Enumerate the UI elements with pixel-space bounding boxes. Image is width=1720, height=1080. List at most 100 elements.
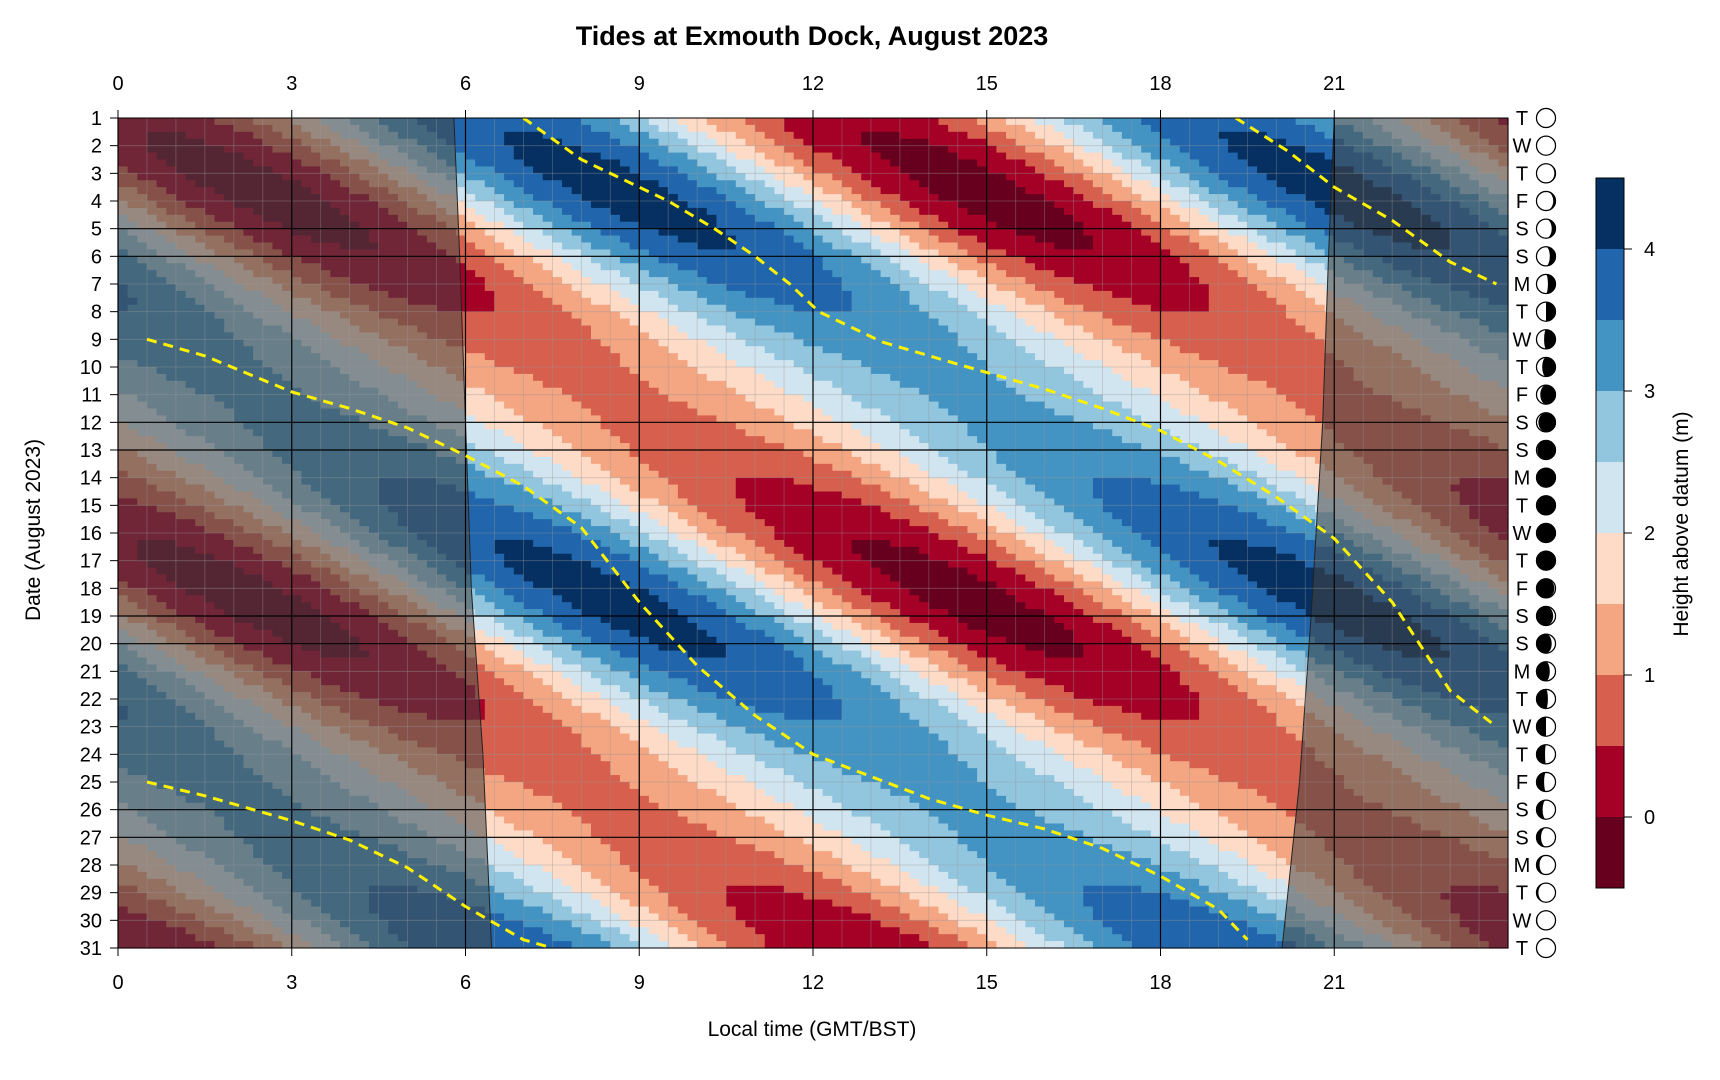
heatmap-cell <box>1160 318 1171 327</box>
heatmap-cell <box>494 194 505 202</box>
heatmap-cell <box>639 284 650 292</box>
heatmap-cell <box>475 249 486 257</box>
heatmap-cell <box>475 318 486 327</box>
heatmap-cell <box>1102 221 1113 230</box>
heatmap-cell <box>890 166 901 174</box>
heatmap-cell <box>523 131 534 140</box>
heatmap-cell <box>1170 221 1181 230</box>
heatmap-cell <box>1218 284 1229 292</box>
heatmap-cell <box>784 304 795 313</box>
heatmap-cell <box>967 318 978 327</box>
heatmap-cell <box>803 339 814 347</box>
heatmap-cell <box>716 304 727 313</box>
heatmap-cell <box>938 194 949 202</box>
heatmap-cell <box>986 249 997 257</box>
heatmap-cell <box>793 249 804 257</box>
heatmap-cell <box>1189 242 1200 251</box>
heatmap-cell <box>909 214 920 223</box>
heatmap-cell <box>1285 346 1297 354</box>
heatmap-cell <box>504 228 515 237</box>
heatmap-cell <box>639 235 650 244</box>
heatmap-cell <box>475 346 486 354</box>
heatmap-cell <box>697 145 708 154</box>
heatmap-cell <box>1102 159 1113 168</box>
heatmap-cell <box>1054 277 1065 285</box>
heatmap-cell <box>1083 166 1094 174</box>
heatmap-cell <box>697 304 708 313</box>
heatmap-cell <box>1054 166 1065 174</box>
heatmap-cell <box>552 187 563 195</box>
heatmap-cell <box>610 270 621 278</box>
heatmap-cell <box>1102 311 1113 320</box>
heatmap-cell <box>774 201 785 209</box>
heatmap-cell <box>1073 221 1084 230</box>
heatmap-cell <box>1102 173 1113 181</box>
heatmap-cell <box>504 166 515 174</box>
heatmap-cell <box>562 207 573 216</box>
heatmap-cell <box>639 304 650 313</box>
heatmap-cell <box>870 131 882 140</box>
heatmap-cell <box>919 214 930 223</box>
heatmap-cell <box>1044 304 1055 313</box>
heatmap-cell <box>1025 118 1036 126</box>
heatmap-cell <box>1015 187 1026 195</box>
heatmap-cell <box>1063 159 1075 168</box>
heatmap-cell <box>1285 214 1297 223</box>
heatmap-cell <box>977 304 988 313</box>
heatmap-cell <box>909 207 920 216</box>
heatmap-cell <box>1092 131 1104 140</box>
heatmap-cell <box>909 124 920 133</box>
heatmap-cell <box>1006 311 1017 320</box>
heatmap-cell <box>986 311 997 320</box>
heatmap-cell <box>1131 304 1142 313</box>
heatmap-cell <box>832 221 843 230</box>
heatmap-cell <box>648 159 660 168</box>
heatmap-cell <box>851 166 862 174</box>
heatmap-cell <box>967 131 978 140</box>
heatmap-cell <box>1006 180 1017 188</box>
heatmap-cell <box>1102 332 1113 340</box>
heatmap-cell <box>658 221 669 230</box>
heatmap-cell <box>909 311 920 320</box>
heatmap-cell <box>870 214 882 223</box>
heatmap-cell <box>610 263 621 271</box>
heatmap-cell <box>938 346 949 354</box>
heatmap-cell <box>562 297 573 306</box>
heatmap-cell <box>1092 297 1104 306</box>
heatmap-cell <box>590 325 602 334</box>
heatmap-cell <box>957 145 969 154</box>
heatmap-cell <box>697 201 708 209</box>
heatmap-cell <box>562 263 573 271</box>
heatmap-cell <box>1199 221 1210 230</box>
heatmap-cell <box>1314 311 1326 320</box>
heatmap-cell <box>774 159 785 168</box>
heatmap-cell <box>1314 124 1326 133</box>
heatmap-cell <box>1295 118 1306 126</box>
heatmap-cell <box>957 318 969 327</box>
heatmap-cell <box>552 325 563 334</box>
heatmap-cell <box>619 138 631 147</box>
heatmap-cell <box>764 339 775 347</box>
heatmap-cell <box>841 221 853 230</box>
heatmap-cell <box>1189 277 1200 285</box>
heatmap-cell <box>648 332 660 340</box>
heatmap-cell <box>513 284 525 292</box>
heatmap-cell <box>996 214 1007 223</box>
heatmap-cell <box>784 118 795 126</box>
heatmap-cell <box>1044 166 1055 174</box>
heatmap-cell <box>600 173 611 181</box>
heatmap-cell <box>880 145 891 154</box>
heatmap-cell <box>1189 311 1200 320</box>
heatmap-cell <box>533 297 544 306</box>
heatmap-cell <box>967 194 978 202</box>
heatmap-cell <box>581 297 592 306</box>
heatmap-cell <box>803 173 814 181</box>
heatmap-cell <box>1295 284 1306 292</box>
heatmap-cell <box>841 353 853 361</box>
heatmap-cell <box>677 173 689 181</box>
heatmap-cell <box>880 201 891 209</box>
heatmap-cell <box>600 138 611 147</box>
heatmap-cell <box>851 118 862 126</box>
heatmap-cell <box>1063 339 1075 347</box>
heatmap-cell <box>832 256 843 264</box>
